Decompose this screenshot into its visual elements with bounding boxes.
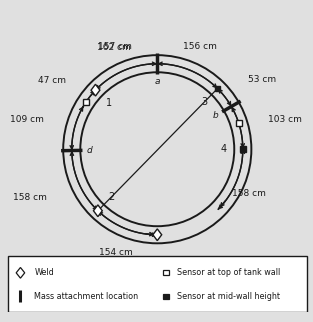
Text: Sensor at top of tank wall: Sensor at top of tank wall [177,268,280,277]
Text: 2: 2 [108,192,114,202]
Bar [240,146,246,152]
Text: 156 cm: 156 cm [183,42,217,51]
Text: 158 cm: 158 cm [13,193,47,202]
Bar [163,270,168,276]
Text: 109 cm: 109 cm [10,115,44,124]
Polygon shape [91,84,100,96]
Text: 158 cm: 158 cm [232,189,266,198]
Polygon shape [16,268,25,278]
Text: a: a [155,77,160,86]
Polygon shape [94,205,102,217]
Text: 47 cm: 47 cm [38,76,66,85]
Bar [236,120,242,126]
Text: 53 cm: 53 cm [248,75,276,84]
Polygon shape [153,229,162,241]
Text: Mass attachment location: Mass attachment location [34,292,138,301]
Bar [83,99,89,105]
Text: 4: 4 [220,144,227,154]
Text: Sensor at mid-wall height: Sensor at mid-wall height [177,292,280,301]
Text: 154 cm: 154 cm [99,248,133,257]
Text: Weld: Weld [34,268,54,277]
Text: 103 cm: 103 cm [268,115,302,124]
Bar [163,293,168,299]
Text: 157 cm: 157 cm [98,42,132,51]
Bar [215,86,220,91]
Text: 3: 3 [201,97,207,107]
Text: b: b [213,111,218,120]
Text: 1: 1 [106,99,112,109]
Text: 162 cm: 162 cm [97,43,131,52]
Text: d: d [87,146,93,155]
Bar [8,256,307,312]
